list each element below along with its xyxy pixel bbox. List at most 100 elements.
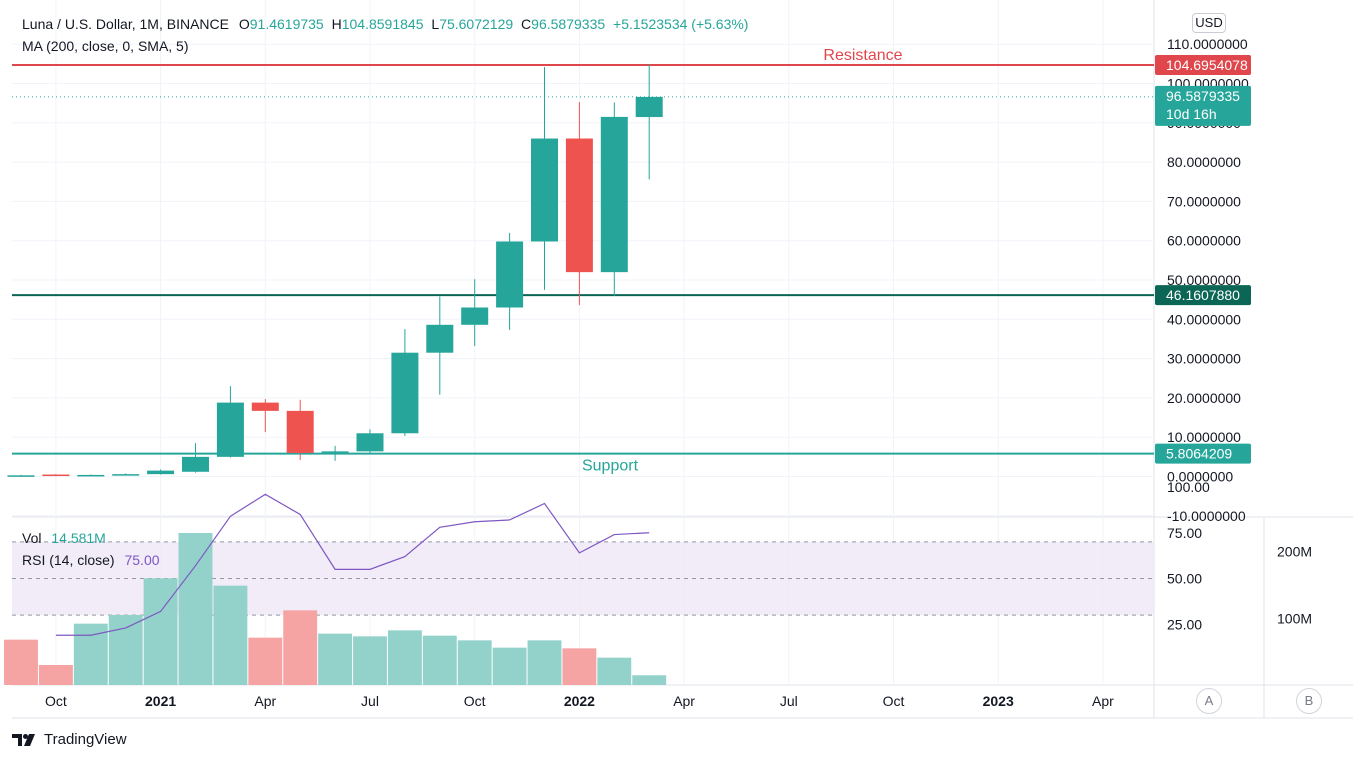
candle-body bbox=[42, 474, 70, 477]
volume-bar bbox=[4, 639, 38, 685]
time-tick-label: Apr bbox=[254, 693, 276, 709]
vol-legend: Vol 14.581M bbox=[22, 530, 106, 546]
time-tick-label: Oct bbox=[464, 693, 486, 709]
level-price-badge bbox=[1155, 285, 1251, 306]
close-value: 96.5879335 bbox=[531, 16, 606, 32]
volume-bar bbox=[527, 640, 562, 685]
price-tick-label: 60.0000000 bbox=[1167, 233, 1241, 249]
vol-value: 14.581M bbox=[51, 530, 106, 546]
volume-bar bbox=[213, 585, 248, 685]
volume-bar bbox=[457, 640, 492, 685]
volume-bar bbox=[422, 635, 457, 685]
b-scale-button[interactable]: B bbox=[1296, 688, 1322, 714]
time-tick-label: Jul bbox=[361, 693, 379, 709]
symbol-legend: Luna / U.S. Dollar, 1M, BINANCE O91.4619… bbox=[22, 16, 748, 32]
volume-bar bbox=[178, 532, 213, 685]
volume-bar bbox=[38, 664, 73, 685]
volume-bar bbox=[318, 633, 353, 685]
price-tick-label: 70.0000000 bbox=[1167, 193, 1241, 209]
price-tick-label: 80.0000000 bbox=[1167, 154, 1241, 170]
candle-body bbox=[147, 470, 175, 475]
price-tick-label: 0.0000000 bbox=[1167, 469, 1233, 485]
rsi-tick-label: 25.00 bbox=[1167, 616, 1202, 632]
resistance-text: Resistance bbox=[823, 47, 902, 64]
volume-bar bbox=[492, 647, 527, 685]
resistance-price-badge-text: 104.6954078 bbox=[1166, 57, 1248, 73]
volume-tick-label: 200M bbox=[1277, 544, 1312, 560]
candle-body bbox=[461, 307, 489, 325]
candle-body bbox=[531, 138, 558, 242]
tradingview-logo-icon bbox=[12, 733, 35, 746]
candle-body bbox=[356, 433, 384, 452]
volume-bar bbox=[73, 623, 108, 685]
price-tick-label: 40.0000000 bbox=[1167, 311, 1241, 327]
high-value: 104.8591845 bbox=[341, 16, 424, 32]
volume-bar bbox=[353, 636, 387, 685]
candle-body bbox=[112, 474, 140, 476]
candle-body bbox=[600, 116, 628, 273]
volume-bar bbox=[143, 578, 178, 685]
level-price-badge-text: 46.1607880 bbox=[1166, 287, 1240, 303]
rsi-line bbox=[55, 493, 650, 636]
time-tick-label: 2021 bbox=[145, 693, 176, 709]
volume-bar bbox=[248, 637, 283, 685]
tradingview-brand[interactable]: TradingView bbox=[12, 731, 127, 748]
time-tick-label: 2022 bbox=[564, 693, 595, 709]
support-price-badge-text: 5.8064209 bbox=[1166, 446, 1232, 462]
time-tick-label: Apr bbox=[1092, 693, 1114, 709]
time-tick-label: Oct bbox=[883, 693, 905, 709]
candle-body bbox=[216, 402, 244, 457]
vol-label: Vol bbox=[22, 530, 42, 546]
candle-body bbox=[635, 96, 663, 118]
candle-body bbox=[391, 352, 419, 434]
volume-bar bbox=[283, 610, 318, 685]
rsi-tick-label: 75.00 bbox=[1167, 525, 1202, 541]
volume-bar bbox=[597, 657, 632, 685]
support-price-badge bbox=[1155, 443, 1251, 464]
time-tick-label: 2023 bbox=[983, 693, 1014, 709]
price-tick-label: 10.0000000 bbox=[1167, 429, 1241, 445]
last-price-badge bbox=[1155, 85, 1251, 126]
candle-body bbox=[286, 410, 314, 453]
price-tick-label: -10.0000000 bbox=[1167, 508, 1246, 524]
candle-body bbox=[7, 475, 35, 477]
open-label: O bbox=[238, 16, 250, 32]
candle-body bbox=[251, 402, 279, 411]
price-tick-label: 20.0000000 bbox=[1167, 390, 1241, 406]
time-tick-label: Jul bbox=[780, 693, 798, 709]
low-value: 75.6072129 bbox=[439, 16, 514, 32]
volume-bar bbox=[108, 614, 143, 685]
last-price-badge-text: 96.5879335 bbox=[1166, 88, 1240, 104]
volume-bar bbox=[632, 675, 667, 685]
price-tick-label: 30.0000000 bbox=[1167, 351, 1241, 367]
candle-body bbox=[496, 241, 524, 308]
brand-name: TradingView bbox=[44, 731, 127, 748]
candle-body bbox=[321, 451, 349, 453]
rsi-tick-label: 100.00 bbox=[1167, 479, 1210, 495]
rsi-value: 75.00 bbox=[124, 552, 160, 568]
price-tick-label: 50.0000000 bbox=[1167, 272, 1241, 288]
open-value: 91.4619735 bbox=[249, 16, 324, 32]
rsi-tick-label: 50.00 bbox=[1167, 571, 1202, 587]
high-label: H bbox=[331, 16, 342, 32]
support-text: Support bbox=[582, 458, 639, 475]
auto-scale-button[interactable]: A bbox=[1196, 688, 1222, 714]
rsi-legend: RSI (14, close) 75.00 bbox=[22, 552, 160, 568]
currency-button[interactable]: USD bbox=[1192, 13, 1226, 33]
price-tick-label: 110.0000000 bbox=[1167, 36, 1248, 52]
time-tick-label: Apr bbox=[673, 693, 695, 709]
candle-body bbox=[182, 456, 209, 472]
symbol-name: Luna / U.S. Dollar, 1M, BINANCE bbox=[22, 16, 229, 32]
volume-bar bbox=[387, 630, 422, 685]
resistance-price-badge bbox=[1155, 55, 1251, 76]
low-label: L bbox=[431, 16, 440, 32]
time-tick-label: Oct bbox=[45, 693, 67, 709]
candle-body bbox=[426, 324, 454, 353]
change-value: +5.1523534 (+5.63%) bbox=[613, 16, 749, 32]
close-label: C bbox=[521, 16, 532, 32]
candle-body bbox=[565, 138, 593, 273]
last-price-badge-text: 10d 16h bbox=[1166, 106, 1217, 122]
volume-bar bbox=[562, 648, 597, 685]
